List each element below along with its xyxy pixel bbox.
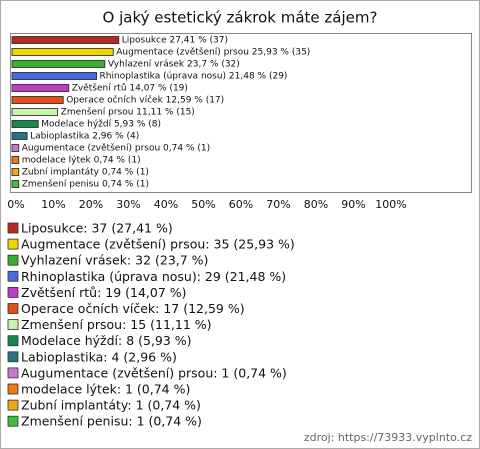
bar xyxy=(11,120,39,128)
bar-label: modelace lýtek 0,74 % (1) xyxy=(22,156,141,166)
legend-swatch xyxy=(7,222,19,234)
legend-label: Zmenšení prsou: 15 (11,11 %) xyxy=(21,317,212,332)
legend-label: Augmentace (zvětšení) prsou: 35 (25,93 %… xyxy=(21,237,295,252)
legend-swatch xyxy=(7,335,19,347)
legend-swatch xyxy=(7,286,19,298)
legend-label: Zmenšení penisu: 1 (0,74 %) xyxy=(21,414,202,429)
x-tick-label: 50% xyxy=(191,198,215,211)
x-tick-label: 80% xyxy=(304,198,328,211)
bar-label: Labioplastika 2,96 % (4) xyxy=(30,132,139,142)
legend-label: Rhinoplastika (úprava nosu): 29 (21,48 %… xyxy=(21,269,286,284)
bar xyxy=(11,36,120,44)
legend-label: Zvětšení rtů: 19 (14,07 %) xyxy=(21,285,187,300)
bar-label: Liposukce 27,41 % (37) xyxy=(122,36,228,46)
legend-swatch xyxy=(7,238,19,250)
x-tick-label: 0% xyxy=(7,198,24,211)
source: zdroj: https://73933.vyplnto.cz xyxy=(304,431,472,444)
bar xyxy=(11,84,70,92)
legend-swatch xyxy=(7,303,19,314)
x-tick-label: 100% xyxy=(375,198,406,211)
bar-label: Modelace hýždí 5,93 % (8) xyxy=(41,120,161,130)
bar xyxy=(11,72,97,80)
legend-label: Zubní implantáty: 1 (0,74 %) xyxy=(21,398,201,413)
legend-swatch xyxy=(7,367,19,379)
legend-swatch xyxy=(7,270,19,282)
legend-swatch xyxy=(7,399,19,411)
bar xyxy=(11,48,114,56)
bar-label: Zvětšení rtů 14,07 % (19) xyxy=(72,83,188,94)
bar xyxy=(11,180,20,188)
bar-label: Rhinoplastika (úprava nosu) 21,48 % (29) xyxy=(100,72,288,82)
bar-label: Vyhlazení vrásek 23,7 % (32) xyxy=(108,60,240,70)
legend-label: Labioplastika: 4 (2,96 %) xyxy=(21,349,177,364)
bar xyxy=(11,144,20,152)
legend-swatch xyxy=(7,351,19,363)
x-tick-label: 10% xyxy=(41,198,65,211)
plot-frame xyxy=(10,33,472,193)
bar xyxy=(11,108,59,116)
legend-swatch xyxy=(7,319,19,331)
x-tick-label: 20% xyxy=(79,198,103,211)
legend-label: Augumentace (zvětšení) prsou: 1 (0,74 %) xyxy=(21,365,287,380)
bar xyxy=(11,60,106,68)
legend-label: Operace očních víček: 17 (12,59 %) xyxy=(21,301,245,316)
bar-label: Augumentace (zvětšení) prsou 0,74 % (1) xyxy=(22,143,210,154)
legend-swatch xyxy=(7,383,19,395)
x-tick-label: 60% xyxy=(229,198,253,211)
bar xyxy=(11,132,28,140)
bar-label: Zmenšení prsou 11,11 % (15) xyxy=(61,107,195,118)
bar xyxy=(11,156,20,164)
bar-label: Operace očních víček 12,59 % (17) xyxy=(66,95,224,106)
legend-label: Vyhlazení vrásek: 32 (23,7 %) xyxy=(21,253,208,268)
legend-label: Liposukce: 37 (27,41 %) xyxy=(21,221,173,236)
chart-title: O jaký estetický zákrok máte zájem? xyxy=(103,9,378,27)
legend-swatch xyxy=(7,415,19,427)
bar-label: Augmentace (zvětšení) prsou 25,93 % (35) xyxy=(116,47,310,58)
bar xyxy=(11,96,64,104)
x-tick-label: 30% xyxy=(116,198,140,211)
legend-label: modelace lýtek: 1 (0,74 %) xyxy=(21,382,190,397)
bar-label: Zubní implantáty 0,74 % (1) xyxy=(22,168,149,178)
bar xyxy=(11,168,20,176)
legend-label: Modelace hýždí: 8 (5,93 %) xyxy=(21,333,192,348)
x-tick-label: 40% xyxy=(154,198,178,211)
bar-label: Zmenšení penisu 0,74 % (1) xyxy=(22,179,149,190)
x-tick-label: 90% xyxy=(341,198,365,211)
legend-swatch xyxy=(7,254,19,266)
x-tick-label: 70% xyxy=(266,198,290,211)
